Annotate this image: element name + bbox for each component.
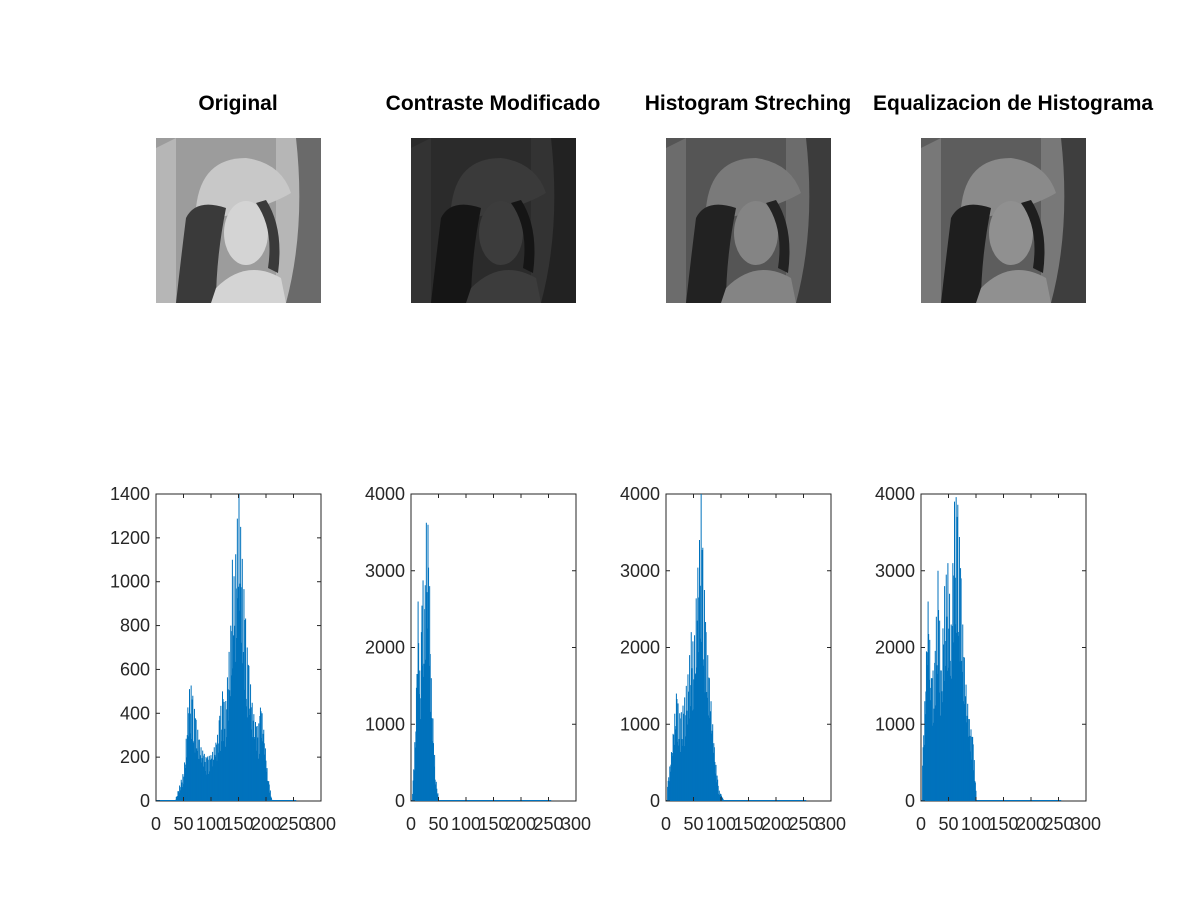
y-tick-label: 4000 xyxy=(875,484,915,504)
y-tick-label: 1000 xyxy=(875,714,915,734)
y-tick-label: 0 xyxy=(650,791,660,811)
x-tick-label: 150 xyxy=(988,814,1018,834)
subplot-title-streching: Histogram Streching xyxy=(644,92,852,115)
x-tick-label: 0 xyxy=(661,814,671,834)
y-tick-label: 400 xyxy=(120,703,150,723)
y-tick-label: 4000 xyxy=(620,484,660,504)
y-tick-label: 2000 xyxy=(365,638,405,658)
x-tick-label: 200 xyxy=(761,814,791,834)
portrait-image xyxy=(666,138,831,303)
histogram-bars xyxy=(412,522,439,801)
image-original xyxy=(156,138,321,303)
x-tick-label: 100 xyxy=(706,814,736,834)
axes-box xyxy=(410,493,577,802)
image-equalizacion xyxy=(921,138,1086,303)
y-tick-label: 3000 xyxy=(875,561,915,581)
x-tick-label: 150 xyxy=(478,814,508,834)
x-tick-label: 0 xyxy=(916,814,926,834)
histogram-bars xyxy=(175,494,295,801)
x-tick-label: 250 xyxy=(788,814,818,834)
x-tick-label: 50 xyxy=(428,814,448,834)
x-tick-label: 200 xyxy=(1016,814,1046,834)
y-tick-label: 1000 xyxy=(365,714,405,734)
subplot-title-equalizacion: Equalizacion de Histograma xyxy=(873,92,1154,115)
x-tick-label: 100 xyxy=(451,814,481,834)
y-tick-label: 1000 xyxy=(110,572,150,592)
x-tick-label: 0 xyxy=(406,814,416,834)
x-tick-label: 300 xyxy=(561,814,591,834)
y-tick-label: 2000 xyxy=(875,638,915,658)
x-tick-label: 250 xyxy=(1043,814,1073,834)
x-tick-label: 50 xyxy=(938,814,958,834)
histogram-bars xyxy=(922,497,977,801)
subplot-title-contraste: Contraste Modificado xyxy=(385,92,601,115)
x-tick-label: 200 xyxy=(506,814,536,834)
x-tick-label: 200 xyxy=(251,814,281,834)
portrait-image xyxy=(921,138,1086,303)
y-tick-label: 3000 xyxy=(365,561,405,581)
x-tick-label: 0 xyxy=(151,814,161,834)
x-tick-label: 300 xyxy=(306,814,336,834)
x-tick-label: 100 xyxy=(961,814,991,834)
y-tick-label: 1200 xyxy=(110,528,150,548)
x-tick-label: 50 xyxy=(683,814,703,834)
y-tick-label: 0 xyxy=(140,791,150,811)
y-tick-label: 0 xyxy=(395,791,405,811)
subplot-title-original: Original xyxy=(198,92,278,115)
histogram-bars xyxy=(667,494,725,801)
y-tick-label: 1400 xyxy=(110,484,150,504)
x-tick-label: 250 xyxy=(533,814,563,834)
x-tick-label: 100 xyxy=(196,814,226,834)
x-tick-label: 300 xyxy=(816,814,846,834)
y-tick-label: 0 xyxy=(905,791,915,811)
y-tick-label: 3000 xyxy=(620,561,660,581)
portrait-image xyxy=(156,138,321,303)
x-tick-label: 250 xyxy=(278,814,308,834)
y-tick-label: 1000 xyxy=(620,714,660,734)
y-tick-label: 2000 xyxy=(620,638,660,658)
x-tick-label: 50 xyxy=(173,814,193,834)
y-tick-label: 4000 xyxy=(365,484,405,504)
y-tick-label: 200 xyxy=(120,747,150,767)
portrait-image xyxy=(411,138,576,303)
y-tick-label: 600 xyxy=(120,659,150,679)
x-tick-label: 150 xyxy=(733,814,763,834)
y-tick-label: 800 xyxy=(120,616,150,636)
image-contraste-modificado xyxy=(411,138,576,303)
image-histogram-streching xyxy=(666,138,831,303)
x-tick-label: 150 xyxy=(223,814,253,834)
x-tick-label: 300 xyxy=(1071,814,1101,834)
